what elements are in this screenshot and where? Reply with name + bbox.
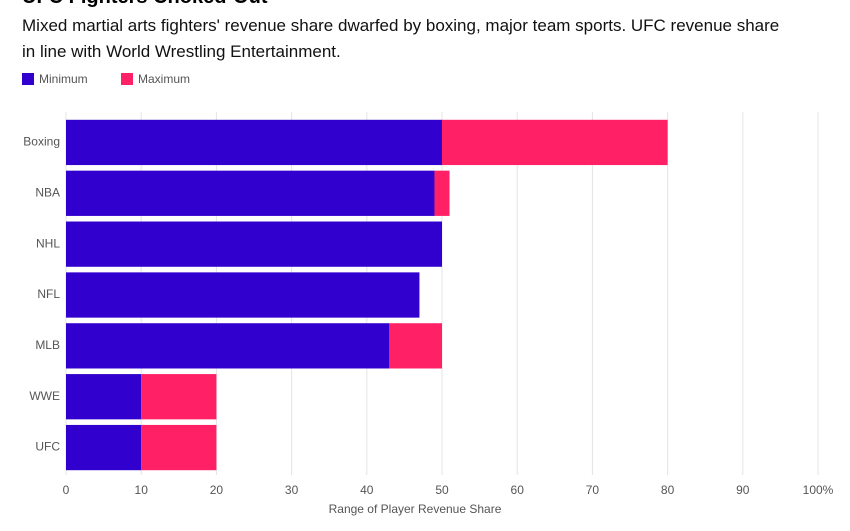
bar-segment xyxy=(66,272,420,318)
bar-segment xyxy=(66,170,435,216)
legend-swatch xyxy=(121,73,133,85)
legend-label: Minimum xyxy=(39,72,88,86)
bar-segment xyxy=(141,424,217,471)
bar-segment xyxy=(389,323,442,369)
bar-segment xyxy=(66,424,142,471)
x-tick-label: 20 xyxy=(210,483,224,497)
y-tick-label: NBA xyxy=(35,185,60,199)
legend-label: Maximum xyxy=(138,72,190,86)
x-tick-label: 10 xyxy=(135,483,149,497)
bar-segment xyxy=(66,119,442,166)
chart-subtitle: Mixed martial arts fighters' revenue sha… xyxy=(22,16,780,61)
x-tick-label: 40 xyxy=(360,483,374,497)
x-tick-label: 80 xyxy=(661,483,675,497)
x-tick-label: 0 xyxy=(63,483,70,497)
bar-segment xyxy=(442,119,668,166)
y-tick-label: NFL xyxy=(37,287,60,301)
x-tick-label: 30 xyxy=(285,483,299,497)
y-tick-label: UFC xyxy=(35,440,60,454)
x-tick-label: 50 xyxy=(435,483,449,497)
x-tick-label: 70 xyxy=(586,483,600,497)
x-tick-label: 90 xyxy=(736,483,750,497)
bar-segment xyxy=(66,221,442,267)
y-tick-label: NHL xyxy=(36,236,60,250)
x-tick-label: 60 xyxy=(511,483,525,497)
bar-segment xyxy=(66,323,390,369)
legend-swatch xyxy=(22,73,34,85)
bar-segment xyxy=(141,374,217,420)
y-tick-label: MLB xyxy=(35,338,60,352)
x-tick-label: 100% xyxy=(803,483,834,497)
bar-segment xyxy=(66,374,142,420)
chart-title: UFC Fighters Choked-Out xyxy=(22,0,268,9)
y-tick-label: Boxing xyxy=(23,135,60,149)
y-tick-label: WWE xyxy=(29,389,60,403)
bar-segment xyxy=(434,170,450,216)
x-axis-label: Range of Player Revenue Share xyxy=(329,502,502,516)
